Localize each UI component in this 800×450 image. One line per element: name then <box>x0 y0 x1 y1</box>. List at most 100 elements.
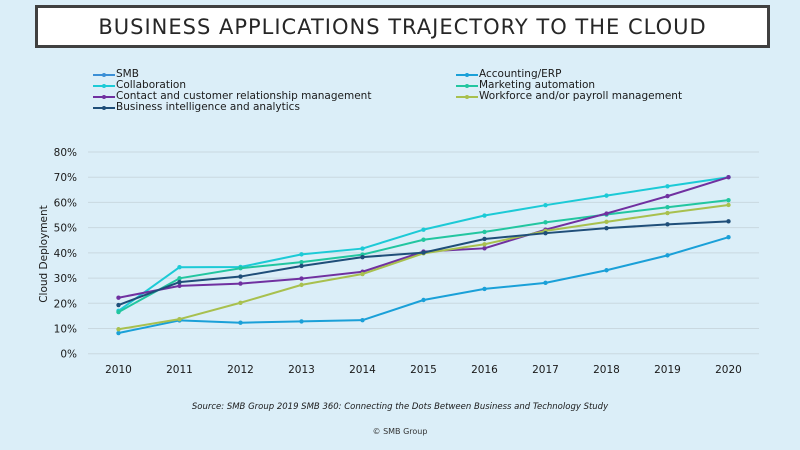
data-point <box>177 279 182 285</box>
y-tick-label: 60% <box>54 197 77 209</box>
data-point <box>299 259 304 265</box>
data-point <box>726 197 731 203</box>
data-point <box>665 205 670 210</box>
data-point <box>604 211 609 216</box>
x-tick-label: 2012 <box>227 364 254 376</box>
data-point <box>238 266 243 271</box>
title-box: BUSINESS APPLICATIONS TRAJECTORY TO THE … <box>35 5 770 48</box>
legend-label: Workforce and/or payroll management <box>479 90 683 102</box>
x-tick-label: 2014 <box>349 364 376 376</box>
data-point <box>543 220 548 225</box>
series-contact-and-customer-relationship-management <box>116 175 731 300</box>
legend-left: SMB Collaboration Contact and customer r… <box>93 69 371 113</box>
data-point <box>421 297 426 303</box>
x-tick-label: 2018 <box>593 364 620 376</box>
data-point <box>177 276 182 281</box>
y-tick-label: 40% <box>54 248 77 260</box>
data-point <box>543 202 548 208</box>
chart-title: BUSINESS APPLICATIONS TRAJECTORY TO THE … <box>98 14 707 39</box>
data-point <box>665 184 670 189</box>
data-point <box>482 246 487 251</box>
series-line <box>117 176 729 312</box>
data-point <box>482 286 487 292</box>
series-collaboration <box>116 175 731 314</box>
data-point <box>360 254 365 260</box>
data-point <box>726 202 731 208</box>
data-point <box>238 274 243 279</box>
data-point <box>299 252 304 257</box>
legend-label: Collaboration <box>116 79 186 91</box>
data-point <box>482 236 487 242</box>
data-point <box>299 263 304 269</box>
data-point <box>726 235 731 240</box>
x-tick-label: 2013 <box>288 364 315 376</box>
data-point <box>604 225 609 231</box>
y-tick-label: 20% <box>54 298 77 310</box>
data-point <box>665 210 670 216</box>
data-point <box>421 227 426 232</box>
x-tick-label: 2015 <box>410 364 437 376</box>
data-point <box>116 295 121 300</box>
series-business-intelligence-and-analytics <box>116 219 731 308</box>
source-note: Source: SMB Group 2019 SMB 360: Connecti… <box>191 402 609 412</box>
data-point <box>543 230 548 236</box>
data-point <box>299 319 304 324</box>
data-point <box>604 193 609 198</box>
x-tick-label: 2020 <box>715 364 742 376</box>
y-tick-label: 70% <box>54 172 77 184</box>
x-tick-label: 2011 <box>166 364 193 376</box>
x-tick-label: 2017 <box>532 364 559 376</box>
data-point <box>482 213 487 218</box>
y-tick-labels: 0% 10% 20% 30% 40% 50% 60% 70% 80% <box>54 147 77 361</box>
x-tick-label: 2019 <box>654 364 681 376</box>
data-point <box>238 281 243 286</box>
legend-swatch-icon <box>456 91 478 102</box>
y-axis-label: Cloud Deployment <box>38 205 50 303</box>
data-point <box>665 222 670 227</box>
data-point <box>360 271 365 277</box>
legend-swatch-icon <box>93 91 115 102</box>
legend-label: SMB <box>116 68 139 80</box>
legend-label: Accounting/ERP <box>479 68 562 80</box>
data-point <box>421 250 426 255</box>
legend-swatch-icon <box>456 80 478 91</box>
legend-swatch-icon <box>93 102 115 113</box>
legend-item-bi: Business intelligence and analytics <box>93 102 371 113</box>
data-point <box>726 175 731 180</box>
data-point <box>482 242 487 247</box>
data-point <box>116 330 121 336</box>
legend-item-smb: SMB <box>93 69 371 80</box>
data-point <box>604 219 609 225</box>
y-tick-label: 80% <box>54 147 77 159</box>
data-point <box>604 268 609 273</box>
y-tick-label: 0% <box>60 349 77 361</box>
legend-right: Accounting/ERP Marketing automation Work… <box>456 69 682 102</box>
legend-swatch-icon <box>456 69 478 80</box>
data-point <box>665 193 670 199</box>
legend-item-marketing: Marketing automation <box>456 80 682 91</box>
data-point <box>543 280 548 286</box>
data-point <box>116 302 121 308</box>
data-point <box>238 300 243 305</box>
data-point <box>116 327 121 332</box>
data-point <box>665 253 670 258</box>
y-tick-label: 10% <box>54 323 77 335</box>
data-point <box>421 237 426 242</box>
x-tick-label: 2010 <box>105 364 132 376</box>
data-point <box>360 246 365 251</box>
data-point <box>299 276 304 281</box>
gridlines <box>88 151 759 355</box>
legend-swatch-icon <box>93 80 115 91</box>
legend-label: Business intelligence and analytics <box>116 101 300 113</box>
data-point <box>238 320 243 325</box>
legend-label: Contact and customer relationship manage… <box>116 90 372 102</box>
y-tick-label: 30% <box>54 273 77 285</box>
series-marketing-automation <box>116 197 731 315</box>
series-accounting-erp <box>116 235 731 336</box>
copyright: © SMB Group <box>372 427 428 436</box>
legend-item-accounting: Accounting/ERP <box>456 69 682 80</box>
legend-label: Marketing automation <box>479 79 596 91</box>
y-tick-label: 50% <box>54 223 77 235</box>
data-point <box>177 283 182 289</box>
legend-item-workforce: Workforce and/or payroll management <box>456 91 682 102</box>
